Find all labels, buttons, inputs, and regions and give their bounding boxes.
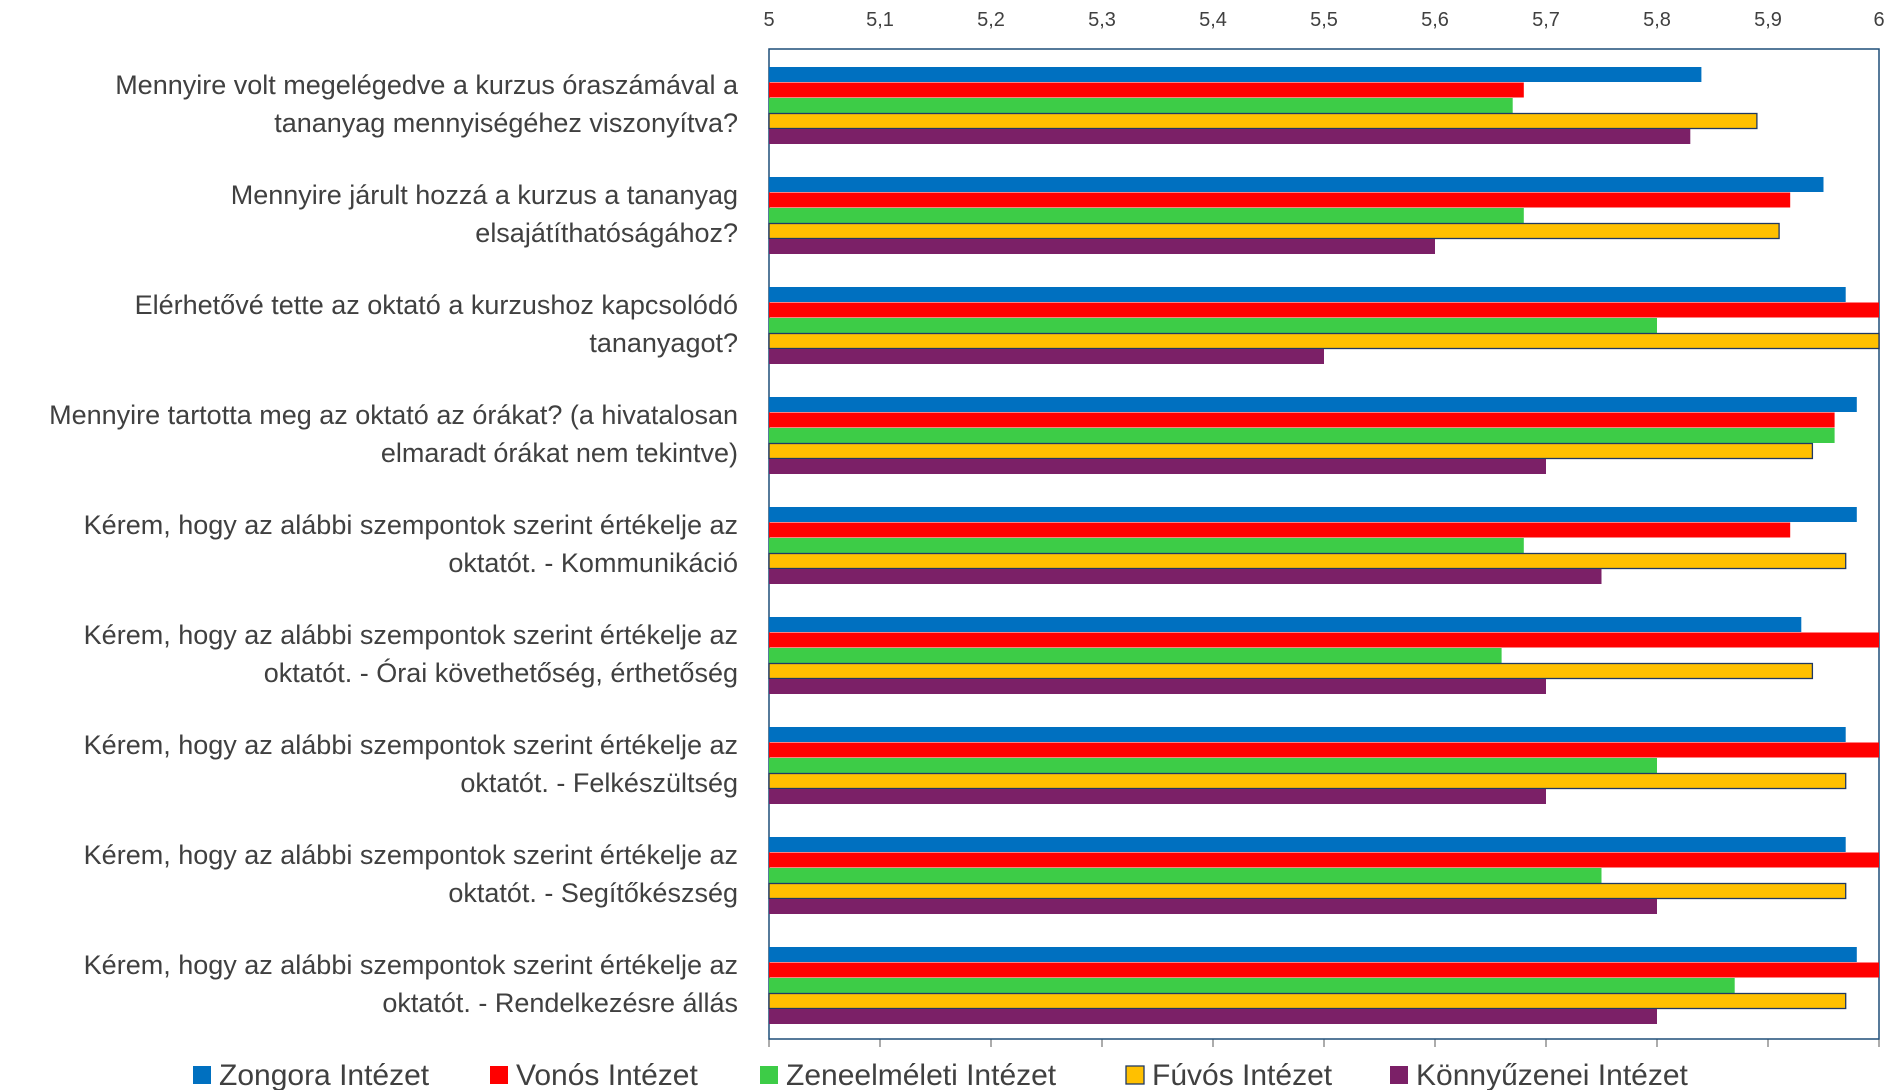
- bar: [769, 318, 1657, 333]
- legend-swatch: [1125, 1065, 1145, 1085]
- bar: [769, 349, 1324, 364]
- bar: [769, 852, 1879, 868]
- category-label: tananyagot?: [589, 328, 738, 358]
- legend: Zongora Intézet Vonós Intézet Zeneelméleti…: [193, 1059, 1689, 1090]
- bar: [769, 177, 1824, 192]
- bar: [769, 239, 1435, 254]
- bar: [769, 569, 1602, 584]
- x-tick-label: 5,7: [1532, 9, 1560, 31]
- x-tick-label: 6: [1873, 9, 1884, 31]
- category-label: Elérhetővé tette az oktató a kurzushoz k…: [135, 290, 738, 320]
- legend-label: Könnyűzenei Intézet: [1416, 1059, 1689, 1090]
- bar: [769, 962, 1879, 978]
- category-label: oktatót. - Rendelkezésre állás: [382, 988, 738, 1018]
- x-tick-label: 5,4: [1199, 9, 1227, 31]
- category-label: Kérem, hogy az alábbi szempontok szerint…: [84, 510, 738, 540]
- bar: [769, 522, 1791, 538]
- legend-label: Zongora Intézet: [219, 1059, 430, 1090]
- bar: [769, 742, 1879, 758]
- bar: [769, 507, 1857, 522]
- bar: [768, 882, 1847, 900]
- bar: [769, 837, 1846, 852]
- category-label: Mennyire volt megelégedve a kurzus órasz…: [115, 70, 739, 100]
- bar: [769, 82, 1524, 98]
- bar: [769, 302, 1879, 318]
- bar: [769, 412, 1835, 428]
- bar: [769, 648, 1502, 663]
- category-label: Kérem, hogy az alábbi szempontok szerint…: [84, 620, 738, 650]
- category-label: Kérem, hogy az alábbi szempontok szerint…: [84, 840, 738, 870]
- category-label: elsajátíthatóságához?: [475, 218, 738, 248]
- legend-label: Fúvós Intézet: [1152, 1059, 1333, 1090]
- legend-swatch: [193, 1066, 211, 1084]
- bar: [768, 772, 1847, 790]
- x-tick-label: 5,2: [977, 9, 1005, 31]
- category-label: Kérem, hogy az alábbi szempontok szerint…: [84, 730, 738, 760]
- category-label: oktatót. - Segítőkészség: [448, 878, 738, 908]
- category-label: Mennyire tartotta meg az oktató az óráka…: [49, 400, 738, 430]
- bar: [769, 947, 1857, 962]
- bar: [768, 332, 1880, 350]
- bar: [769, 397, 1857, 412]
- category-label: oktatót. - Órai követhetőség, érthetőség: [264, 657, 738, 688]
- legend-swatch: [760, 1066, 778, 1084]
- legend-swatch: [1390, 1066, 1408, 1084]
- bar: [769, 67, 1702, 82]
- bar: [769, 287, 1846, 302]
- bar: [769, 758, 1657, 773]
- bar: [768, 662, 1814, 680]
- legend-label: Zeneelméleti Intézet: [786, 1059, 1057, 1090]
- category-label: oktatót. - Felkészültség: [460, 768, 738, 798]
- x-tick-label: 5,8: [1643, 9, 1671, 31]
- bar: [769, 208, 1524, 223]
- category-label: elmaradt órákat nem tekintve): [381, 438, 738, 468]
- bar: [768, 992, 1847, 1010]
- bar: [769, 459, 1546, 474]
- category-label: Mennyire járult hozzá a kurzus a tananya…: [231, 180, 738, 210]
- bar: [769, 978, 1735, 993]
- bar: [769, 428, 1835, 443]
- category-labels: Mennyire volt megelégedve a kurzus órasz…: [49, 70, 739, 1018]
- bar: [768, 552, 1847, 570]
- x-axis-ticks: 5 5,1 5,2 5,3 5,4 5,5 5,6 5,7 5,8 5,9 6: [763, 9, 1885, 1047]
- bar: [768, 442, 1814, 460]
- x-tick-label: 5,3: [1088, 9, 1116, 31]
- bar: [769, 868, 1602, 883]
- category-label: oktatót. - Kommunikáció: [448, 548, 738, 578]
- category-label: Kérem, hogy az alábbi szempontok szerint…: [84, 950, 738, 980]
- bar: [769, 1009, 1657, 1024]
- bar: [769, 98, 1513, 113]
- x-tick-label: 5,1: [866, 9, 894, 31]
- bar: [769, 538, 1524, 553]
- bar: [769, 899, 1657, 914]
- bar: [768, 112, 1758, 130]
- bar: [769, 789, 1546, 804]
- bar: [769, 727, 1846, 742]
- x-tick-label: 5,6: [1421, 9, 1449, 31]
- x-tick-label: 5,5: [1310, 9, 1338, 31]
- bar: [769, 617, 1802, 632]
- legend-label: Vonós Intézet: [516, 1059, 698, 1090]
- category-label: tananyag mennyiségéhez viszonyítva?: [274, 108, 738, 138]
- bar: [769, 129, 1691, 144]
- bar: [768, 222, 1780, 240]
- x-tick-label: 5,9: [1754, 9, 1782, 31]
- bar: [769, 632, 1879, 648]
- x-tick-label: 5: [763, 9, 774, 31]
- legend-swatch: [490, 1066, 508, 1084]
- bar: [769, 679, 1546, 694]
- bars: [768, 67, 1880, 1024]
- bar: [769, 192, 1791, 208]
